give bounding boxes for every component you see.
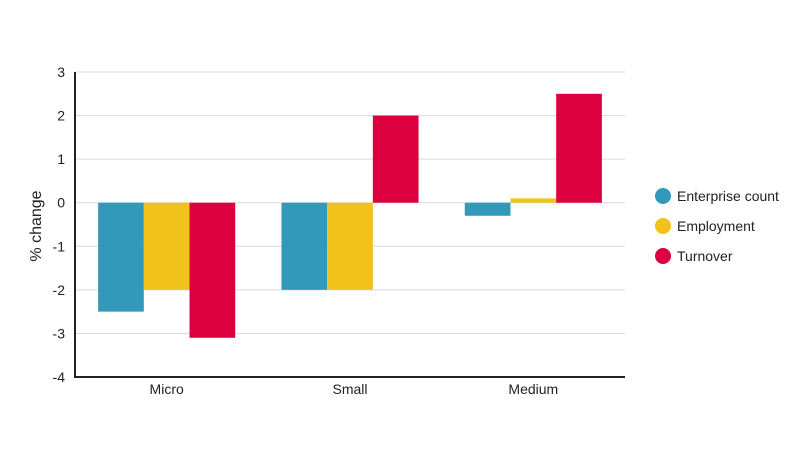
x-tick-labels: Micro Small Medium xyxy=(150,381,559,397)
bar-enterprise-count-micro xyxy=(98,202,144,312)
legend-label: Employment xyxy=(677,218,755,234)
legend-marker xyxy=(655,248,671,264)
y-tick-label: 2 xyxy=(57,108,65,124)
legend-label: Enterprise count xyxy=(677,188,779,204)
bar-turnover-medium xyxy=(556,93,602,203)
y-tick-label: 3 xyxy=(57,64,65,80)
bar-enterprise-count-medium xyxy=(464,202,511,216)
x-tick-label: Medium xyxy=(508,381,558,397)
y-tick-label: 1 xyxy=(57,151,65,167)
bar-employment-small xyxy=(327,202,373,290)
axes xyxy=(74,72,625,378)
x-tick-label: Micro xyxy=(150,381,184,397)
bar-turnover-micro xyxy=(189,202,236,338)
y-tick-label: 0 xyxy=(57,195,65,211)
bar-employment-medium xyxy=(510,198,557,203)
bar-employment-micro xyxy=(143,202,190,290)
y-tick-label: -1 xyxy=(53,238,66,254)
legend-label: Turnover xyxy=(677,248,733,264)
y-tick-label: -2 xyxy=(53,282,66,298)
y-tick-label: -4 xyxy=(53,369,66,385)
bars-group xyxy=(98,93,602,338)
y-tick-labels: 3 2 1 0 -1 -2 -3 -4 xyxy=(53,64,66,385)
legend: Enterprise count Employment Turnover xyxy=(655,188,779,264)
x-tick-label: Small xyxy=(332,381,367,397)
y-tick-label: -3 xyxy=(53,325,66,341)
legend-item[interactable]: Enterprise count xyxy=(655,188,779,204)
legend-item[interactable]: Employment xyxy=(655,218,755,234)
legend-item[interactable]: Turnover xyxy=(655,248,733,264)
y-axis-title: % change xyxy=(28,190,45,261)
bar-turnover-small xyxy=(372,115,419,203)
legend-marker xyxy=(655,188,671,204)
legend-marker xyxy=(655,218,671,234)
bar-enterprise-count-small xyxy=(281,202,328,290)
